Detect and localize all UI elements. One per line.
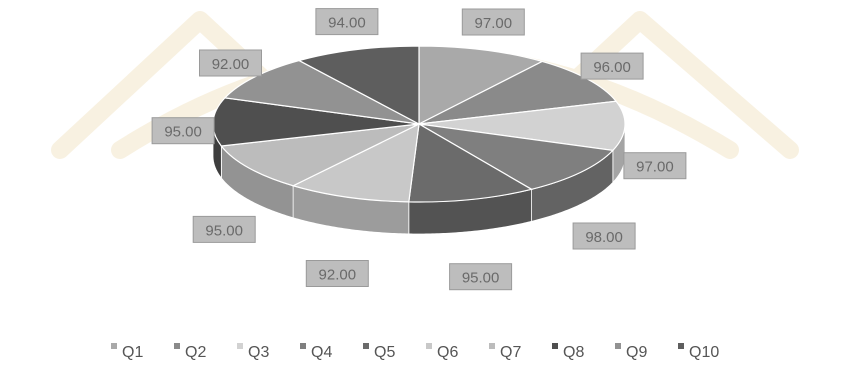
data-label-text: 97.00 [636,159,674,176]
data-label-text: 97.00 [475,15,513,32]
legend-swatch [111,343,117,349]
legend-label: Q3 [248,344,269,361]
legend-item-q5: Q5 [363,343,395,361]
data-label-text: 92.00 [212,56,250,73]
legend-item-q1: Q1 [111,343,143,361]
legend-swatch [489,343,495,349]
legend-label: Q1 [122,344,143,361]
data-label-q2: 96.00 [580,52,644,80]
pie-slice-q10 [297,45,420,125]
data-label-q5: 95.00 [449,263,513,291]
legend-label: Q9 [626,344,647,361]
data-label-box [461,8,525,36]
legend-label: Q5 [374,344,395,361]
pie-slice-q3 [418,100,626,152]
legend-label: Q4 [311,344,332,361]
data-labels: 97.00 96.00 97.00 98.00 95.00 92.00 95.00 95.00… [151,8,687,291]
data-label-q1: 97.00 [461,8,525,36]
pie-slice-q5 [408,123,534,203]
data-label-box [192,215,256,243]
data-label-box [315,8,379,36]
pie-slice-q9 [223,59,420,125]
legend-item-q3: Q3 [237,343,269,361]
legend-swatch [300,343,306,349]
data-label-text: 95.00 [462,270,500,287]
data-label-text: 92.00 [319,267,357,284]
legend-item-q6: Q6 [426,343,458,361]
pie-slice-q4 [418,123,615,190]
legend-label: Q2 [185,344,206,361]
data-label-box [449,263,513,291]
data-label-q6: 92.00 [305,260,369,287]
legend-item-q7: Q7 [489,343,521,361]
legend-label: Q6 [437,344,458,361]
data-label-text: 96.00 [593,59,631,76]
data-label-text: 95.00 [164,124,202,141]
legend-swatch [363,343,369,349]
legend-swatch [426,343,432,349]
legend-item-q9: Q9 [615,343,647,361]
data-label-text: 95.00 [205,222,243,239]
pie-slice-q7 [220,123,420,187]
data-label-box [572,222,636,250]
data-label-q8: 95.00 [151,117,215,145]
data-label-box [623,152,687,180]
pie-top [212,45,626,203]
pie-slice-q1 [418,45,544,125]
legend-swatch [678,343,684,349]
data-label-q3: 97.00 [623,152,687,180]
legend-item-q4: Q4 [300,343,332,361]
data-label-text: 98.00 [585,229,623,246]
data-label-q10: 94.00 [315,8,379,36]
legend-label: Q8 [563,344,584,361]
data-label-q7: 95.00 [192,215,256,243]
data-label-text: 94.00 [328,15,366,32]
data-label-box [199,49,262,77]
legend-label: Q10 [689,344,719,361]
legend-swatch [615,343,621,349]
legend-swatch [174,343,180,349]
data-label-box [580,52,644,80]
data-label-q9: 92.00 [199,49,262,77]
data-label-box [305,260,369,287]
legend-item-q10: Q10 [678,343,719,361]
legend-swatch [237,343,243,349]
legend-item-q2: Q2 [174,343,206,361]
legend-swatch [552,343,558,349]
legend-item-q8: Q8 [552,343,584,361]
legend-label: Q7 [500,344,521,361]
data-label-q4: 98.00 [572,222,636,250]
pie-slice-q6 [291,122,420,203]
legend: Q1 Q2 Q3 Q4 Q5 Q6 Q7 Q8 Q9 Q10 [111,343,719,361]
data-label-box [151,117,215,145]
